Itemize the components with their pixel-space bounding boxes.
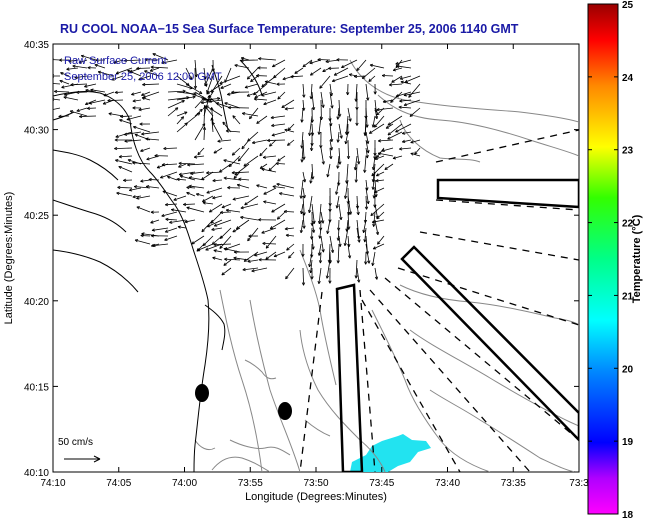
landmark-dot-east bbox=[278, 402, 292, 420]
x-tick-label: 73:35 bbox=[501, 478, 526, 489]
y-tick-label: 40:20 bbox=[24, 297, 49, 308]
colorbar-tick-label: 19 bbox=[622, 437, 634, 448]
scale-arrow bbox=[64, 455, 101, 463]
x-tick-label: 74:00 bbox=[172, 478, 197, 489]
restricted-zones bbox=[335, 178, 579, 472]
temperature-colorbar bbox=[587, 3, 619, 515]
y-axis-label: Latitude (Degrees:Minutes) bbox=[3, 192, 15, 325]
current-vectors bbox=[53, 53, 421, 286]
x-axis-ticks: 74:10 74:05 74:00 73:55 73:50 73:45 73:40 73:35… bbox=[40, 44, 589, 489]
y-tick-label: 40:30 bbox=[24, 126, 49, 137]
x-tick-label: 73:40 bbox=[435, 478, 460, 489]
colorbar-tick-label: 22 bbox=[622, 219, 634, 230]
plot-area bbox=[52, 43, 580, 473]
bathymetry-contours bbox=[194, 59, 579, 472]
y-tick-label: 40:35 bbox=[24, 40, 49, 51]
colorbar-ticks: 25 24 23 22 21 20 19 18 bbox=[588, 0, 634, 518]
y-tick-label: 40:10 bbox=[24, 468, 49, 479]
y-axis-ticks: 40:35 40:30 40:25 40:20 40:15 40:10 bbox=[24, 40, 579, 479]
x-tick-label: 73:45 bbox=[369, 478, 394, 489]
x-tick-label: 74:10 bbox=[40, 478, 65, 489]
x-tick-label: 73:50 bbox=[303, 478, 328, 489]
legend-line2: September 25, 2006 12:00 GMT bbox=[64, 71, 222, 83]
sst-patch bbox=[350, 434, 431, 472]
shipping-lanes bbox=[299, 129, 579, 472]
scale-label: 50 cm/s bbox=[58, 437, 93, 448]
colorbar-tick-label: 23 bbox=[622, 146, 634, 157]
x-tick-label: 74:05 bbox=[106, 478, 131, 489]
x-axis-label: Longitude (Degrees:Minutes) bbox=[245, 491, 387, 503]
x-tick-label: 73:3 bbox=[569, 478, 589, 489]
colorbar-tick-label: 18 bbox=[622, 510, 634, 518]
y-tick-label: 40:15 bbox=[24, 382, 49, 393]
colorbar-tick-label: 21 bbox=[622, 291, 634, 302]
colorbar-tick-label: 24 bbox=[622, 73, 634, 84]
landmark-dot-west bbox=[195, 384, 209, 402]
coastline bbox=[53, 59, 263, 472]
colorbar-label: Temperature (°C) bbox=[631, 214, 643, 303]
legend-line1: Raw Surface Current bbox=[64, 55, 167, 67]
y-tick-label: 40:25 bbox=[24, 211, 49, 222]
x-tick-label: 73:55 bbox=[238, 478, 263, 489]
colorbar-tick-label: 20 bbox=[622, 364, 634, 375]
colorbar-tick-label: 25 bbox=[622, 0, 634, 11]
map-title: RU COOL NOAA−15 Sea Surface Temperature:… bbox=[60, 22, 519, 36]
